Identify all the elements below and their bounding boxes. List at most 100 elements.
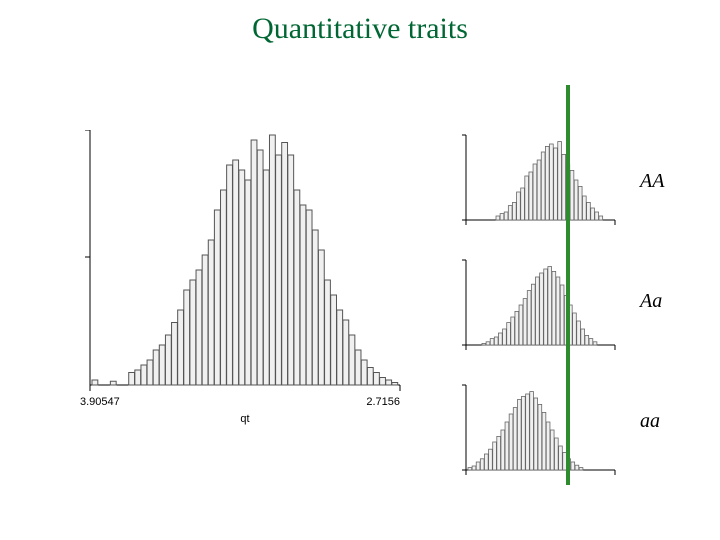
histogram-bar — [257, 150, 263, 385]
histogram-bar — [110, 381, 116, 385]
histogram-bar — [497, 436, 501, 470]
page-title: Quantitative traits — [0, 12, 720, 46]
histogram-bar — [505, 422, 509, 470]
histogram-bar — [556, 277, 560, 345]
histogram-bar — [300, 205, 306, 385]
histogram-bar — [525, 176, 529, 220]
histogram-bar — [526, 394, 530, 470]
histogram-bar — [214, 210, 220, 385]
histogram-bar — [312, 230, 318, 385]
histogram-bar — [190, 280, 196, 385]
histogram-bar — [515, 311, 519, 345]
histogram-bar — [331, 295, 337, 385]
histogram-bar — [227, 165, 233, 385]
histogram-bar — [546, 422, 550, 470]
histogram-bar — [582, 196, 586, 220]
histogram-bar — [517, 400, 521, 470]
histogram-bar — [325, 280, 331, 385]
histogram-bar — [159, 345, 165, 385]
histogram-bar — [374, 373, 380, 386]
histogram-bar — [233, 160, 239, 385]
histogram-bar — [591, 208, 595, 220]
histogram-bar — [558, 142, 562, 220]
histogram-bar — [202, 255, 208, 385]
slide: Quantitative traits 3.90547 2.7156 qt AA… — [0, 0, 720, 540]
histogram-bar — [468, 468, 472, 470]
histogram-bar — [489, 449, 493, 470]
histogram-bar — [595, 212, 599, 220]
histogram-bar — [544, 269, 548, 345]
histogram-bar — [498, 333, 502, 345]
histogram-bar — [511, 317, 515, 345]
histogram-bar — [513, 408, 517, 470]
histogram-bar — [392, 383, 398, 386]
histogram-bar — [129, 373, 135, 386]
histogram-bar — [577, 321, 581, 345]
histogram-bar — [579, 468, 583, 470]
histogram-bar — [593, 342, 597, 345]
histogram-bar — [221, 190, 227, 385]
histogram-bar — [587, 202, 591, 220]
x-min-label: 3.90547 — [80, 396, 120, 408]
main-bars-group — [92, 135, 398, 385]
histogram-bar — [530, 392, 534, 470]
histogram-bar — [559, 446, 563, 470]
histogram-bar — [519, 305, 523, 345]
histogram-bar — [276, 155, 282, 385]
small-histogram-svg — [460, 130, 620, 230]
histogram-bar — [554, 148, 558, 220]
small-histogram-svg — [460, 255, 620, 355]
histogram-bar — [306, 210, 312, 385]
histogram-bar — [282, 143, 288, 386]
histogram-bar — [537, 160, 541, 220]
histogram-bar — [554, 438, 558, 470]
histogram-bar — [337, 310, 343, 385]
histogram-bar — [318, 250, 324, 385]
histogram-bar — [581, 329, 585, 345]
histogram-bar — [361, 360, 367, 385]
histogram-bar — [196, 270, 202, 385]
histogram-bar — [92, 380, 98, 385]
histogram-bar — [343, 320, 349, 385]
histogram-bar — [484, 454, 488, 470]
histogram-bar — [208, 240, 214, 385]
histogram-bar — [529, 172, 533, 220]
histogram-bar — [349, 335, 355, 385]
histogram-bar — [269, 135, 275, 385]
histogram-bar — [355, 350, 361, 385]
histogram-bar — [536, 277, 540, 345]
histogram-bar — [538, 404, 542, 470]
histogram-bar — [141, 365, 147, 385]
histogram-bar — [367, 368, 373, 386]
histogram-bar — [386, 380, 392, 385]
histogram-bar — [573, 313, 577, 345]
histogram-bar — [523, 299, 527, 345]
histogram-bar — [496, 216, 500, 220]
histogram-bar — [490, 339, 494, 345]
histogram-bar — [503, 329, 507, 345]
histogram-bar — [153, 350, 159, 385]
histogram-bar — [500, 214, 504, 220]
histogram-bar — [380, 378, 386, 386]
histogram-bar — [531, 284, 535, 345]
histogram-bar — [570, 170, 574, 220]
histogram-bar — [507, 323, 511, 345]
histogram-bar — [184, 290, 190, 385]
histogram-bar — [542, 412, 546, 470]
main-histogram: 3.90547 2.7156 qt — [80, 130, 410, 410]
small-histogram-AA — [460, 130, 620, 230]
histogram-bar — [476, 462, 480, 470]
histogram-bar — [263, 170, 269, 385]
genotype-label-Aa: Aa — [640, 290, 662, 313]
histogram-bar — [599, 216, 603, 220]
histogram-bar — [239, 170, 245, 385]
main-histogram-svg: 3.90547 2.7156 qt — [80, 130, 410, 430]
histogram-bar — [245, 180, 251, 385]
histogram-bar — [534, 398, 538, 470]
histogram-bar — [509, 414, 513, 470]
histogram-bar — [135, 370, 141, 385]
histogram-bar — [522, 396, 526, 470]
histogram-bar — [540, 273, 544, 345]
histogram-bar — [575, 465, 579, 470]
histogram-bar — [178, 310, 184, 385]
